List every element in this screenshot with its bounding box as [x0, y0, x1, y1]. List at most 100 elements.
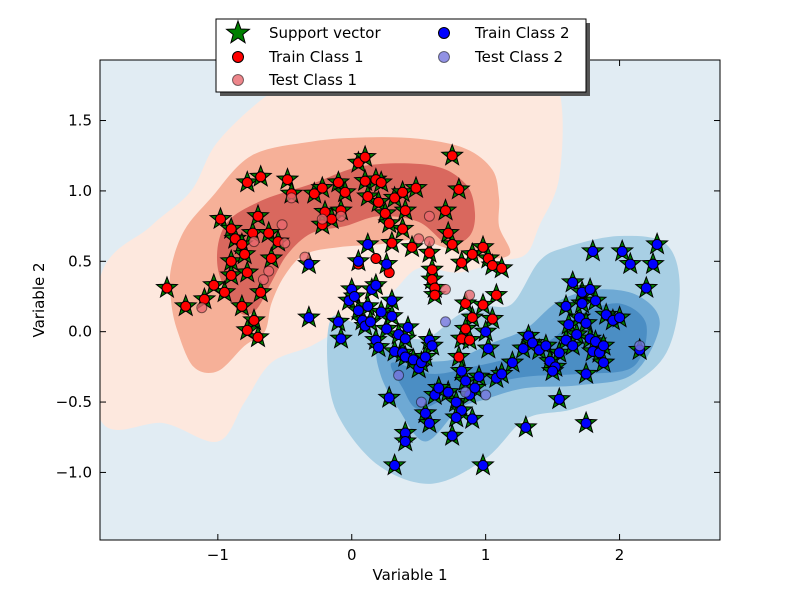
train-class-2-point [560, 300, 572, 312]
train-class-1-point [263, 227, 275, 239]
train-class-1-point [397, 223, 409, 235]
train-class-1-point [426, 264, 438, 276]
legend-label: Train Class 2 [474, 24, 570, 42]
train-class-1-point [252, 331, 264, 343]
train-class-2-point [303, 258, 315, 270]
y-tick-label: 0.5 [68, 252, 92, 270]
train-class-2-point [527, 337, 538, 349]
test-class-2-point [440, 316, 451, 328]
data-points [155, 143, 669, 476]
train-class-1-point [265, 253, 277, 264]
train-class-1-point [406, 241, 418, 253]
train-class-1-point [486, 313, 498, 325]
train-class-1-point [241, 177, 253, 188]
train-class-1-point [241, 324, 253, 336]
train-class-2-point [375, 306, 387, 318]
train-class-2-point [365, 316, 376, 328]
train-class-1-point [208, 279, 220, 291]
test-class-1-point [316, 213, 328, 225]
train-class-1-point [399, 205, 411, 217]
train-class-1-point [255, 286, 267, 298]
train-class-1-point [486, 260, 498, 271]
train-class-2-point [616, 245, 628, 257]
train-class-2-point [381, 258, 393, 270]
train-class-1-point [236, 300, 248, 312]
train-class-1-point [248, 314, 260, 326]
train-class-1-point [255, 171, 267, 183]
train-class-1-point [440, 205, 451, 217]
train-class-2-point [567, 340, 579, 352]
test-class-1-point [279, 237, 291, 249]
test-class-1-point [196, 302, 208, 314]
test-class-2-point [415, 396, 427, 408]
train-class-2-point [547, 365, 559, 377]
train-class-2-point [370, 279, 382, 291]
test-class-1-point [257, 274, 269, 286]
train-class-2-point [383, 392, 395, 404]
train-class-2-point [419, 407, 431, 419]
y-tick-label: 1.5 [68, 112, 92, 130]
plot-area [100, 60, 720, 540]
train-class-2-point [450, 412, 462, 423]
train-class-2-point [647, 258, 659, 270]
x-tick-label: −1 [207, 546, 229, 564]
y-tick-label: 1.0 [68, 182, 92, 200]
train-class-2-point [460, 375, 472, 387]
train-class-1-point [252, 210, 264, 222]
train-class-2-point [399, 436, 411, 447]
train-class-2-point [386, 310, 398, 322]
test-class-2-point [480, 389, 492, 401]
train-class-2-point [590, 295, 601, 307]
train-class-2-point [433, 382, 445, 394]
train-class-1-point [373, 196, 384, 208]
test-class-1-point [286, 192, 297, 204]
train-class-1-point [326, 213, 338, 225]
train-class-2-point [567, 276, 579, 288]
train-class-1-point [453, 351, 465, 363]
legend-marker [438, 51, 450, 63]
train-class-1-point [453, 184, 465, 195]
train-class-1-point [225, 269, 237, 281]
train-class-1-point [466, 312, 478, 324]
train-class-2-point [540, 340, 552, 352]
train-class-2-point [348, 291, 360, 302]
legend-label: Test Class 2 [474, 48, 563, 66]
train-class-2-point [651, 238, 663, 250]
train-class-2-point [496, 368, 508, 380]
train-class-1-point [308, 188, 320, 200]
train-class-1-point [429, 289, 441, 301]
train-class-1-point [362, 191, 374, 202]
train-class-1-point [332, 177, 344, 188]
train-class-1-point [460, 323, 472, 335]
train-class-2-point [466, 413, 478, 425]
train-class-1-point [496, 262, 508, 274]
train-class-2-point [426, 340, 438, 352]
train-class-1-point [397, 186, 409, 198]
x-axis-label: Variable 1 [372, 566, 447, 584]
train-class-1-point [316, 182, 328, 194]
train-class-1-point [239, 248, 251, 260]
train-class-2-point [362, 300, 374, 312]
train-class-1-point [236, 238, 248, 250]
train-class-2-point [362, 238, 374, 250]
train-class-1-point [219, 286, 230, 298]
train-class-2-point [598, 340, 609, 352]
axis-ticks: −1 0 1 2 −1.0 −0.5 0.0 0.5 1.0 1.5 [56, 60, 720, 564]
train-class-1-point [370, 253, 382, 264]
train-class-2-point [506, 357, 518, 369]
train-class-2-point [624, 258, 636, 270]
train-class-2-point [456, 365, 468, 377]
train-class-2-point [480, 326, 492, 338]
y-tick-label: −1.0 [56, 463, 92, 481]
legend-marker [438, 27, 450, 39]
train-class-2-point [640, 282, 652, 294]
train-class-2-point [419, 351, 431, 363]
train-class-1-point [490, 289, 502, 301]
legend-marker [232, 51, 244, 63]
y-tick-label: 0.0 [68, 323, 92, 341]
class1-region-inner [216, 163, 476, 315]
train-class-1-point [225, 223, 237, 235]
train-class-1-point [477, 241, 489, 253]
train-class-1-point [241, 267, 253, 279]
